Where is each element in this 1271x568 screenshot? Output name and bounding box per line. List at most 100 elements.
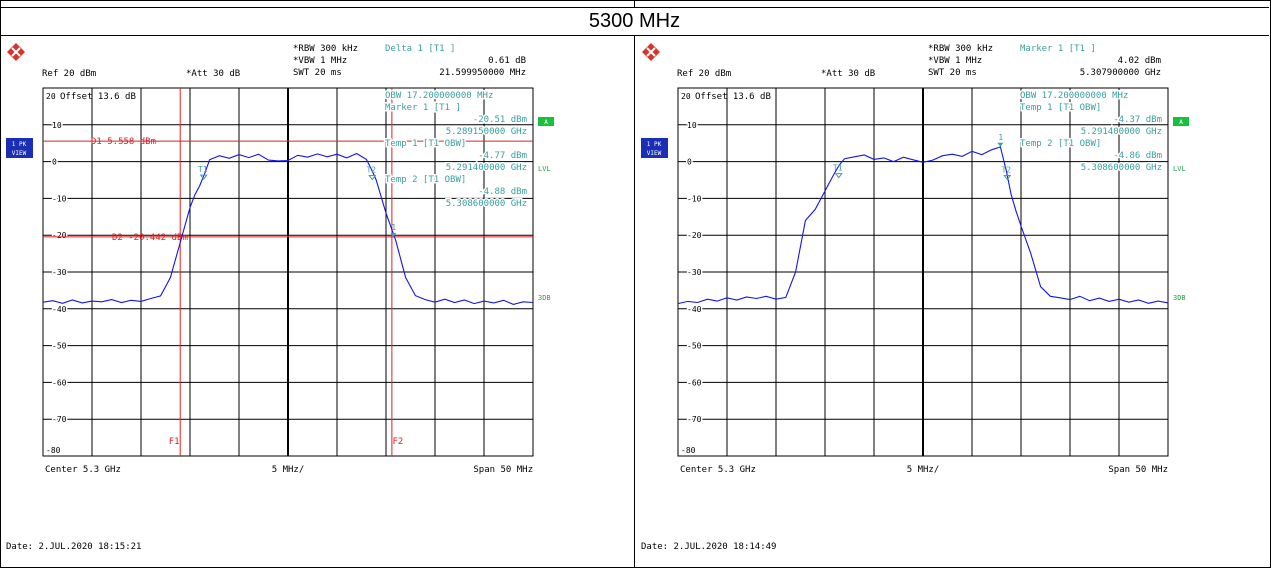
marker-info-line: OBW 17.200000000 MHz: [385, 91, 493, 101]
offset-label: Offset 13.6 dB: [695, 92, 771, 102]
marker-value-2: 21.599950000 MHz: [439, 68, 526, 78]
y-tick-label: -60: [52, 378, 67, 387]
marker-info-line: 5.308600000 GHz: [1081, 163, 1162, 173]
center-freq-label: Center 5.3 GHz: [680, 465, 756, 475]
ref-label: Ref 20 dBm: [677, 69, 731, 79]
y-top-tick-label: 20: [46, 92, 56, 101]
y-tick-label: -80: [46, 446, 61, 455]
marker-info-line: Temp 2 [T1 OBW]: [1020, 139, 1101, 149]
display-line-label-d2: D2 -20.442 dBm: [112, 233, 188, 243]
y-tick-label: 10: [687, 121, 697, 130]
db-label: 3DB: [538, 294, 551, 302]
marker-info-line: OBW 17.200000000 MHz: [1020, 91, 1128, 101]
y-tick-label: -80: [681, 446, 696, 455]
trace-badge: [641, 138, 668, 158]
offset-label: Offset 13.6 dB: [60, 92, 136, 102]
vbw-label: *VBW 1 MHz: [293, 56, 347, 66]
marker-info-line: 5.308600000 GHz: [446, 199, 527, 209]
marker-info-line: -20.51 dBm: [473, 115, 527, 125]
span-label: Span 50 MHz: [473, 465, 533, 475]
att-label: *Att 30 dB: [186, 69, 240, 79]
spectrum-panel-right: *RBW 300 kHz *VBW 1 MHz SWT 20 ms Ref 20 dB…: [635, 36, 1269, 568]
marker-info-line: 5.291400000 GHz: [446, 163, 527, 173]
lvl-label: LVL: [538, 165, 551, 173]
vbw-label: *VBW 1 MHz: [928, 56, 982, 66]
y-tick-label: -40: [52, 305, 67, 314]
rs-logo-mark: [646, 47, 656, 57]
y-tick-label: 0: [687, 158, 692, 167]
marker-t2-label: T2: [366, 166, 376, 175]
db-label: 3DB: [1173, 294, 1186, 302]
marker-info-line: Temp 2 [T1 OBW]: [385, 175, 466, 185]
span-label: Span 50 MHz: [1108, 465, 1168, 475]
marker-1-label: 1: [998, 133, 1003, 142]
marker-info-line: Temp 1 [T1 OBW]: [1020, 103, 1101, 113]
rbw-label: *RBW 300 kHz: [293, 44, 358, 54]
view-badge-label: VIEW: [647, 150, 662, 157]
trace-badge-label: 1 PK: [12, 141, 27, 148]
marker-1-icon: [390, 233, 397, 238]
a-badge-label: A: [1179, 119, 1183, 126]
marker-t1-label: T1: [198, 165, 208, 174]
marker-t1-label: T1: [833, 164, 843, 173]
spectrum-trace: [42, 152, 534, 305]
spectrum-chart-right: *RBW 300 kHz *VBW 1 MHz SWT 20 ms Ref 20 dB…: [641, 43, 1189, 552]
y-tick-label: -40: [687, 305, 702, 314]
y-tick-label: -30: [687, 268, 702, 277]
div-label: 5 MHz/: [907, 465, 940, 475]
top-strip: [0, 0, 1269, 8]
y-tick-label: -10: [52, 194, 67, 203]
marker-title: Delta 1 [T1 ]: [385, 44, 455, 54]
rs-logo-mark: [11, 47, 21, 57]
center-freq-label: Center 5.3 GHz: [45, 465, 121, 475]
trace-badge-label: 1 PK: [647, 141, 662, 148]
y-tick-label: -70: [52, 415, 67, 424]
rs-logo-icon: [7, 43, 25, 61]
y-tick-label: -70: [687, 415, 702, 424]
marker-info-line: -4.88 dBm: [478, 187, 527, 197]
ref-label: Ref 20 dBm: [42, 69, 96, 79]
rbw-label: *RBW 300 kHz: [928, 44, 993, 54]
view-badge-label: VIEW: [12, 150, 27, 157]
marker-value-1: 0.61 dB: [488, 56, 526, 66]
y-tick-label: -50: [687, 342, 702, 351]
swt-label: SWT 20 ms: [293, 68, 342, 78]
y-tick-label: 10: [52, 121, 62, 130]
marker-info-line: -4.77 dBm: [478, 151, 527, 161]
y-tick-label: -50: [52, 342, 67, 351]
a-badge: [538, 117, 554, 126]
y-tick-label: -10: [687, 194, 702, 203]
y-tick-label: -60: [687, 378, 702, 387]
marker-title: Marker 1 [T1 ]: [1020, 44, 1096, 54]
figure-title: 5300 MHz: [0, 8, 1269, 36]
marker-1-icon: [997, 142, 1004, 147]
spectrum-panel-left: *RBW 300 kHz *VBW 1 MHz SWT 20 ms Ref 20 dB…: [0, 36, 634, 568]
marker-info-line: 5.291400000 GHz: [1081, 127, 1162, 137]
display-line-label-d1: D1 5.558 dBm: [91, 137, 156, 147]
freq-line-label-f2: F2: [392, 437, 403, 447]
rs-logo-icon: [642, 43, 660, 61]
marker-t1-icon: [834, 173, 843, 179]
a-badge: [1173, 117, 1189, 126]
marker-info-line: -4.86 dBm: [1113, 151, 1162, 161]
date-label: Date: 2.JUL.2020 18:14:49: [641, 542, 776, 552]
y-tick-label: -30: [52, 268, 67, 277]
marker-t2-icon: [368, 175, 377, 181]
div-label: 5 MHz/: [272, 465, 305, 475]
marker-info-line: -4.37 dBm: [1113, 115, 1162, 125]
trace-badge: [6, 138, 33, 158]
swt-label: SWT 20 ms: [928, 68, 977, 78]
panel-divider: [634, 36, 635, 568]
marker-info-line: 5.289150000 GHz: [446, 127, 527, 137]
marker-info-line: Marker 1 [T1 ]: [385, 103, 461, 113]
y-tick-label: -20: [687, 231, 702, 240]
marker-1-label: 1: [391, 223, 396, 232]
marker-value-2: 5.307900000 GHz: [1080, 68, 1161, 78]
spectrum-trace: [677, 146, 1169, 305]
y-tick-label: 0: [52, 158, 57, 167]
marker-t2-label: T2: [1001, 165, 1011, 174]
marker-t1-icon: [199, 174, 208, 180]
marker-info-line: Temp 1 [T1 OBW]: [385, 139, 466, 149]
marker-t2-icon: [1003, 174, 1012, 181]
spectrum-chart-left: *RBW 300 kHz *VBW 1 MHz SWT 20 ms Ref 20 dB…: [6, 43, 554, 552]
